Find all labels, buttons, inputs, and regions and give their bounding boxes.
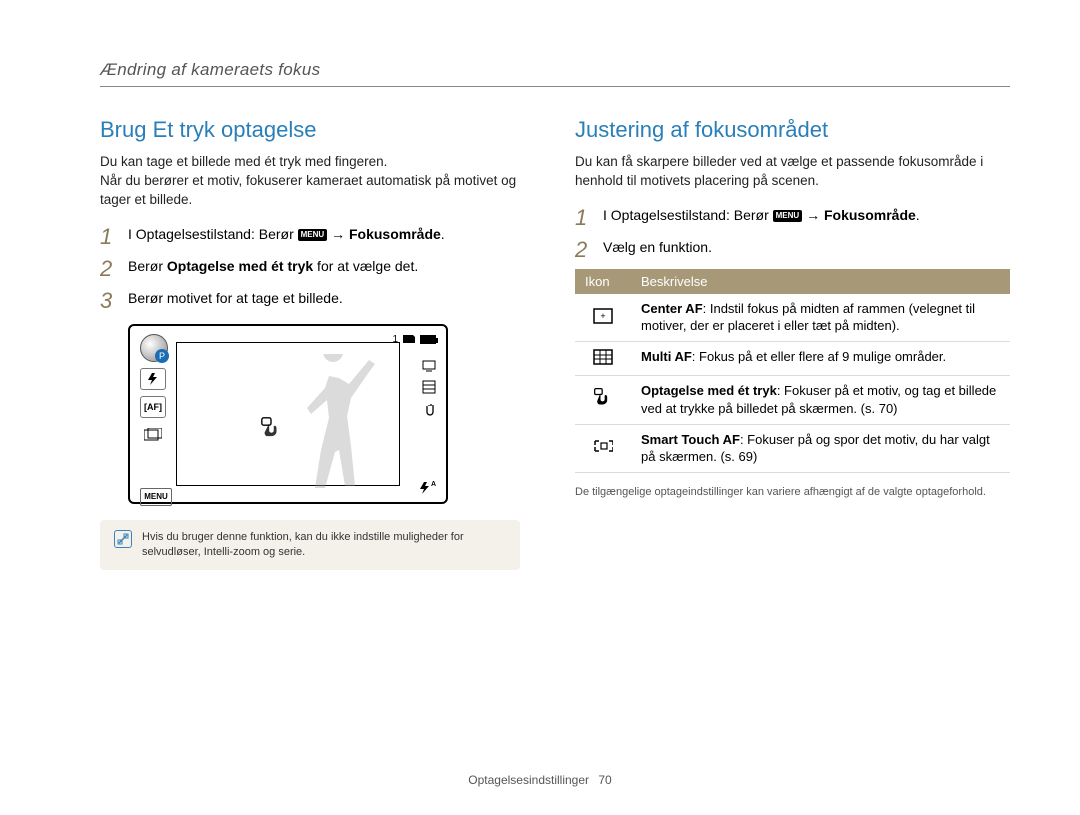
menu-icon: MENU	[298, 229, 328, 241]
step-post: .	[916, 207, 920, 223]
step-number: 2	[100, 256, 116, 280]
right-intro: Du kan få skarpere billeder ved at vælge…	[575, 153, 1010, 191]
table-header-icon: Ikon	[575, 269, 631, 294]
menu-button-icon: MENU	[140, 488, 172, 506]
menu-icon: MENU	[773, 210, 803, 222]
step-text: Berør Optagelse med ét tryk for at vælge…	[128, 256, 418, 276]
left-step-3: 3 Berør motivet for at tage et billede.	[100, 288, 535, 312]
mode-dial-icon	[140, 334, 168, 362]
af-icon: [AF]	[140, 396, 166, 418]
header-rule	[100, 86, 1010, 87]
left-column: Brug Et tryk optagelse Du kan tage et bi…	[100, 117, 535, 570]
flash-auto-icon: A	[419, 481, 436, 494]
step-text: I Optagelsestilstand: Berør MENU → Fokus…	[128, 224, 445, 244]
step-bold: Fokusområde	[349, 226, 441, 242]
table-row: Smart Touch AF: Fokuser på og spor det m…	[575, 424, 1010, 472]
person-silhouette	[280, 354, 390, 494]
table-cell-desc: Optagelse med ét tryk: Fokuser på et mot…	[631, 376, 1010, 424]
step-pre: Berør motivet for at tage et billede.	[128, 290, 343, 306]
focus-options-table: Ikon Beskrivelse + Center AF: Indstil fo…	[575, 269, 1010, 473]
right-step-1: 1 I Optagelsestilstand: Berør MENU → Fok…	[575, 205, 1010, 229]
step-pre: Vælg en funktion.	[603, 239, 712, 255]
touch-hand-icon	[260, 416, 282, 438]
left-intro: Du kan tage et billede med ét tryk med f…	[100, 153, 535, 210]
step-arrow: →	[327, 226, 349, 242]
table-row: + Center AF: Indstil fokus på midten af …	[575, 294, 1010, 342]
step-post: for at vælge det.	[313, 258, 418, 274]
step-pre: Berør	[128, 258, 167, 274]
left-step-1: 1 I Optagelsestilstand: Berør MENU → Fok…	[100, 224, 535, 248]
step-text: Vælg en funktion.	[603, 237, 712, 257]
battery-icon	[420, 335, 436, 344]
table-cell-desc: Smart Touch AF: Fokuser på og spor det m…	[631, 424, 1010, 472]
step-number: 2	[575, 237, 591, 261]
right-column: Justering af fokusområdet Du kan få skar…	[575, 117, 1010, 570]
touch-shot-icon	[593, 388, 613, 406]
step-post: .	[441, 226, 445, 242]
flash-icon	[140, 368, 166, 390]
step-number: 1	[575, 205, 591, 229]
table-header-desc: Beskrivelse	[631, 269, 1010, 294]
camera-screen-figure: 1 [AF] MENU	[128, 324, 448, 504]
table-row: Multi AF: Fokus på et eller flere af 9 m…	[575, 341, 1010, 376]
step-arrow: →	[802, 207, 824, 223]
step-text: I Optagelsestilstand: Berør MENU → Fokus…	[603, 205, 920, 225]
center-af-icon: +	[593, 307, 613, 325]
page-header-title: Ændring af kameraets fokus	[100, 60, 1010, 80]
note-info-icon	[114, 530, 132, 548]
grid-icon	[422, 380, 436, 394]
step-pre: I Optagelsestilstand: Berør	[128, 226, 298, 242]
note-text: Hvis du bruger denne funktion, kan du ik…	[142, 530, 506, 561]
multi-af-icon	[593, 348, 613, 366]
left-section-title: Brug Et tryk optagelse	[100, 117, 535, 143]
size-icon	[140, 424, 166, 446]
footer-page-number: 70	[598, 773, 611, 787]
step-number: 1	[100, 224, 116, 248]
right-section-title: Justering af fokusområdet	[575, 117, 1010, 143]
svg-text:+: +	[600, 311, 605, 321]
footer-section: Optagelsesindstillinger	[468, 773, 589, 787]
table-cell-desc: Center AF: Indstil fokus på midten af ra…	[631, 294, 1010, 342]
note-box: Hvis du bruger denne funktion, kan du ik…	[100, 520, 520, 571]
step-bold: Fokusområde	[824, 207, 916, 223]
step-pre: I Optagelsestilstand: Berør	[603, 207, 773, 223]
display-icon	[422, 360, 436, 372]
left-step-2: 2 Berør Optagelse med ét tryk for at væl…	[100, 256, 535, 280]
step-bold: Optagelse med ét tryk	[167, 258, 313, 274]
page-footer: Optagelsesindstillinger 70	[0, 773, 1080, 787]
right-footnote: De tilgængelige optageindstillinger kan …	[575, 485, 1010, 499]
step-text: Berør motivet for at tage et billede.	[128, 288, 343, 308]
step-number: 3	[100, 288, 116, 312]
hand-icon	[424, 402, 436, 416]
table-row: Optagelse med ét tryk: Fokuser på et mot…	[575, 376, 1010, 424]
right-step-2: 2 Vælg en funktion.	[575, 237, 1010, 261]
smart-touch-icon	[593, 437, 613, 455]
sd-card-icon	[402, 334, 416, 344]
table-cell-desc: Multi AF: Fokus på et eller flere af 9 m…	[631, 341, 1010, 376]
